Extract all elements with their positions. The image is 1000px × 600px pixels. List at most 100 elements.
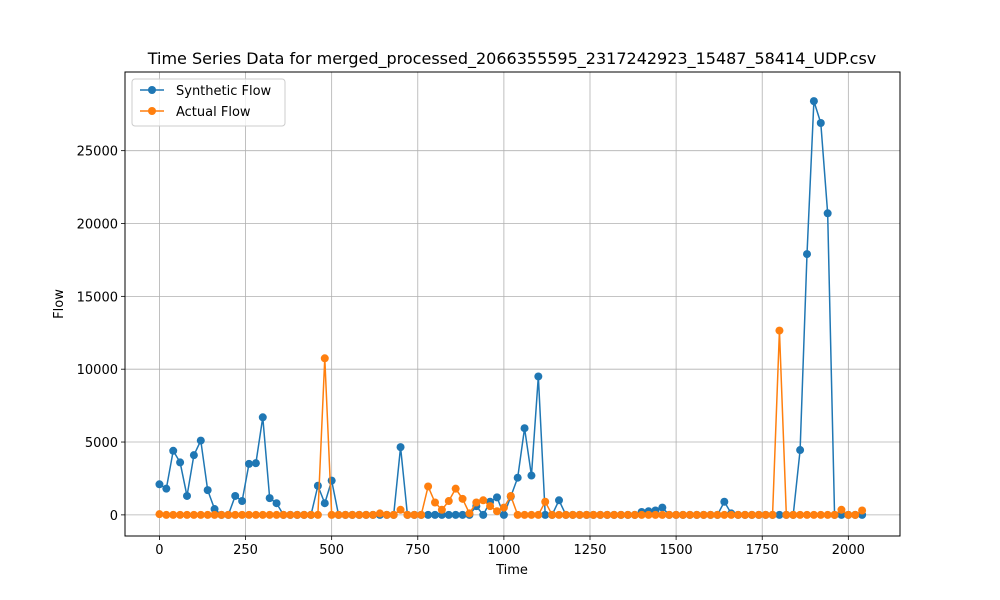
x-tick-label: 750 (405, 543, 430, 558)
data-point (300, 510, 309, 519)
data-point (313, 510, 322, 519)
data-point (617, 510, 625, 519)
data-point (610, 510, 619, 519)
data-point (251, 459, 260, 468)
data-point (279, 510, 288, 519)
data-point (747, 510, 756, 519)
data-point (727, 510, 736, 519)
y-tick-label: 0 (110, 509, 118, 524)
data-point (506, 491, 515, 500)
data-point (410, 510, 419, 519)
data-point (417, 510, 426, 519)
data-point (493, 507, 501, 516)
data-point (541, 497, 550, 506)
data-point (555, 510, 563, 519)
data-point (520, 510, 529, 519)
data-point (796, 510, 805, 519)
data-point (658, 503, 667, 512)
data-point (451, 484, 460, 493)
data-point (782, 510, 791, 519)
data-point (444, 510, 453, 519)
data-point (637, 510, 646, 519)
data-point (251, 510, 260, 519)
data-point (816, 510, 825, 519)
data-point (431, 498, 439, 507)
data-point (754, 510, 763, 519)
data-point (238, 497, 247, 506)
data-point (382, 510, 391, 519)
y-tick-label: 25000 (77, 145, 118, 160)
data-point (176, 510, 185, 519)
x-tick-label: 500 (319, 543, 344, 558)
data-point (823, 510, 832, 519)
data-point (203, 510, 212, 519)
x-tick-label: 250 (233, 543, 258, 558)
data-point (272, 499, 281, 508)
data-point (375, 509, 384, 518)
x-tick-label: 0 (155, 543, 163, 558)
data-point (479, 496, 488, 505)
data-point (258, 510, 267, 519)
data-point (644, 510, 653, 519)
data-point (431, 510, 439, 519)
data-point (858, 506, 867, 515)
data-point (217, 510, 226, 519)
data-point (355, 510, 364, 519)
y-tick-label: 20000 (77, 218, 118, 233)
data-point (809, 510, 818, 519)
data-point (734, 510, 743, 519)
data-point (183, 510, 191, 519)
data-point (238, 510, 247, 519)
data-point (768, 510, 777, 519)
data-point (706, 510, 715, 519)
data-point (396, 505, 405, 514)
data-point (210, 510, 219, 519)
data-point (486, 502, 495, 511)
data-point (527, 510, 536, 519)
legend-marker-synthetic (148, 86, 156, 94)
legend-label-synthetic: Synthetic Flow (176, 84, 272, 99)
data-point (424, 510, 433, 519)
data-point (816, 118, 825, 127)
legend-label-actual: Actual Flow (176, 105, 251, 120)
data-point (499, 503, 508, 512)
data-point (203, 486, 212, 495)
data-point (265, 510, 274, 519)
legend-box (131, 78, 286, 127)
data-point (685, 510, 694, 519)
data-point (245, 510, 253, 519)
data-point (313, 481, 322, 490)
data-point (341, 510, 350, 519)
data-point (472, 498, 481, 507)
y-tick-label: 15000 (77, 290, 118, 305)
data-point (162, 510, 171, 519)
data-point (692, 510, 701, 519)
data-point (245, 459, 253, 468)
data-point (437, 505, 446, 514)
data-point (596, 510, 605, 519)
x-tick-label: 1750 (746, 543, 779, 558)
data-point (789, 510, 798, 519)
data-point (265, 494, 274, 503)
data-point (493, 493, 501, 502)
data-point (658, 510, 667, 519)
data-point (155, 480, 164, 489)
x-tick-label: 1250 (573, 543, 606, 558)
data-point (183, 491, 191, 500)
legend-marker-actual (148, 107, 156, 115)
data-point (589, 510, 598, 519)
y-axis-label: Flow (52, 289, 67, 319)
data-point (837, 505, 846, 514)
data-point (809, 97, 818, 106)
data-point (830, 510, 839, 519)
data-point (210, 505, 219, 514)
y-tick-label: 10000 (77, 363, 118, 378)
data-point (327, 476, 336, 485)
data-point (307, 510, 315, 519)
ticks: 0 250 500 750 1000 1250 1500 1750 20000500010000… (77, 145, 865, 558)
data-point (555, 496, 563, 505)
x-tick-label: 1500 (660, 543, 693, 558)
data-point (513, 510, 522, 519)
data-point (803, 510, 811, 519)
